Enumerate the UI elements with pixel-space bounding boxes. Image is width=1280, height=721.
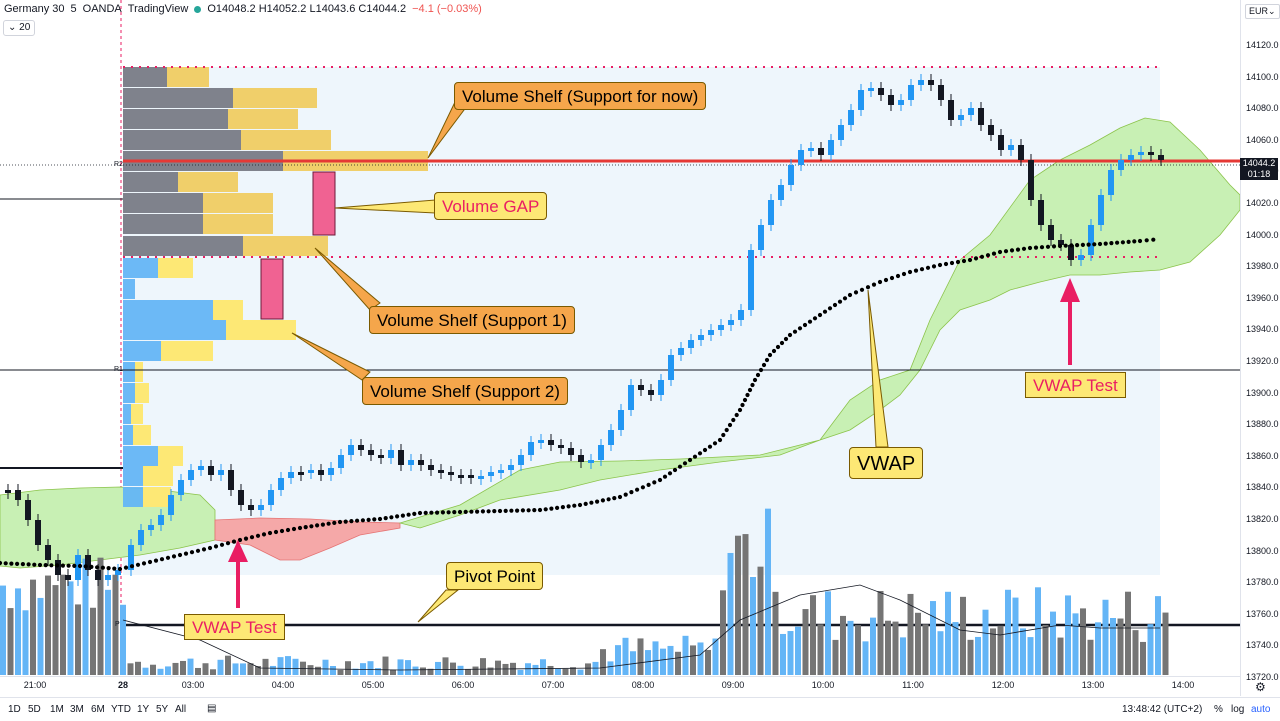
volume-profile xyxy=(123,67,428,507)
range-button-1m[interactable]: 1M xyxy=(50,704,64,715)
time-tick: 14:00 xyxy=(1171,680,1195,690)
broker-name: OANDA xyxy=(82,3,122,15)
time-tick: 11:00 xyxy=(902,680,924,690)
market-status-icon xyxy=(194,5,202,13)
price-tick: 13840.0 xyxy=(1246,482,1279,493)
chevron-down-icon: ⌄ xyxy=(8,22,20,33)
interval-label[interactable]: 5 xyxy=(70,3,77,15)
time-tick: 09:00 xyxy=(721,680,745,690)
arrow-vwap-test-left xyxy=(228,540,248,608)
callout-vwap-test-left: VWAP Test xyxy=(184,614,285,640)
arrow-vwap-test-right xyxy=(1060,278,1080,365)
currency-label: EUR xyxy=(1249,6,1269,16)
callout-volume-shelf-1: Volume Shelf (Support 1) xyxy=(369,306,575,334)
auto-toggle[interactable]: auto xyxy=(1251,704,1271,715)
bar-countdown: 01:18 xyxy=(1247,169,1271,179)
range-button-3m[interactable]: 3M xyxy=(70,704,84,715)
price-tick: 13780.0 xyxy=(1246,577,1279,588)
time-tick: 06:00 xyxy=(451,680,475,690)
pointer-pivot xyxy=(417,589,460,623)
log-toggle[interactable]: log xyxy=(1231,704,1245,715)
r2-label: R2 xyxy=(114,161,123,168)
price-tick: 13940.0 xyxy=(1246,324,1279,335)
time-tick: 07:00 xyxy=(541,680,565,690)
pointer-shelf-2 xyxy=(291,332,371,381)
time-tick: 28 xyxy=(117,680,129,690)
vwap-dots xyxy=(0,237,1156,572)
settings-gear-icon[interactable]: ⚙ xyxy=(1255,680,1266,694)
price-tick: 13720.0 xyxy=(1246,672,1279,682)
cloud-green-right xyxy=(398,117,1240,529)
time-tick: 05:00 xyxy=(361,680,385,690)
volume-gap-box-1 xyxy=(312,171,336,236)
range-button-1y[interactable]: 1Y xyxy=(137,704,150,715)
price-tick: 13920.0 xyxy=(1246,356,1279,366)
chart-canvas[interactable] xyxy=(0,0,1240,697)
volume-ma-line xyxy=(122,584,1160,671)
bottom-toolbar: 1D 5D 1M 3M 6M YTD 1Y 5Y All ▤ 13:48:42 (UTC+2) … xyxy=(0,697,1280,721)
last-price-label: 14044.2 01:18 xyxy=(1240,158,1278,180)
price-tick: 13740.0 xyxy=(1246,640,1279,651)
callout-pivot-point: Pivot Point xyxy=(446,562,544,590)
ohlc-values: O14048.2 H14052.2 L14043.6 C14044.2 xyxy=(207,3,407,15)
cloud-red xyxy=(214,517,401,561)
range-button-5y[interactable]: 5Y xyxy=(156,704,169,715)
price-tick: 14080.0 xyxy=(1246,103,1279,114)
range-button-5d[interactable]: 5D xyxy=(28,704,41,715)
price-tick: 13820.0 xyxy=(1246,514,1279,524)
price-tick: 13760.0 xyxy=(1246,608,1279,619)
range-button-all[interactable]: All xyxy=(175,704,187,715)
indicator-collapse-button[interactable]: ⌄ 20 xyxy=(3,20,36,36)
price-tick: 14020.0 xyxy=(1246,198,1279,208)
time-tick: 12:00 xyxy=(991,680,1015,690)
time-axis[interactable] xyxy=(0,676,1240,697)
price-tick: 13980.0 xyxy=(1246,261,1279,272)
callout-vwap: VWAP xyxy=(849,447,924,479)
time-tick: 04:00 xyxy=(271,680,295,690)
time-tick: 03:00 xyxy=(181,680,205,690)
indicator-count: 20 xyxy=(19,22,31,33)
candlesticks xyxy=(5,74,1164,586)
callout-volume-shelf-now: Volume Shelf (Support for now) xyxy=(454,82,707,110)
range-button-1d[interactable]: 1D xyxy=(8,704,21,715)
price-tick: 13880.0 xyxy=(1246,419,1279,430)
clock-display[interactable]: 13:48:42 (UTC+2) xyxy=(1122,704,1203,715)
price-tick: 13860.0 xyxy=(1246,450,1279,461)
range-button-6m[interactable]: 6M xyxy=(91,704,105,715)
time-tick: 08:00 xyxy=(631,680,655,690)
price-axis[interactable] xyxy=(1240,0,1280,696)
platform-name: TradingView xyxy=(127,3,189,15)
last-price-value: 14044.2 xyxy=(1242,158,1276,168)
pivot-label: P xyxy=(115,621,120,628)
symbol-name[interactable]: Germany 30 xyxy=(4,3,65,15)
time-tick: 10:00 xyxy=(811,680,835,690)
r1-label: R1 xyxy=(114,366,123,373)
percent-toggle[interactable]: % xyxy=(1214,704,1223,715)
currency-selector[interactable]: EUR⌄ xyxy=(1245,4,1280,19)
callout-vwap-test-right: VWAP Test xyxy=(1025,372,1126,398)
price-change: −4.1 (−0.03%) xyxy=(412,3,482,15)
volume-gap-box-2 xyxy=(260,258,284,320)
price-tick: 13900.0 xyxy=(1246,387,1279,398)
calendar-range-icon[interactable]: ▤ xyxy=(207,703,217,714)
chevron-down-icon: ⌄ xyxy=(1268,6,1276,16)
symbol-header: Germany 30 5 OANDA TradingView O14048.2 … xyxy=(4,3,482,15)
price-tick: 14100.0 xyxy=(1246,71,1279,82)
price-tick: 14120.0 xyxy=(1246,40,1279,50)
price-tick: 13800.0 xyxy=(1246,545,1279,556)
price-tick: 13960.0 xyxy=(1246,292,1279,303)
time-tick: 13:00 xyxy=(1081,680,1105,690)
callout-volume-gap: Volume GAP xyxy=(434,192,548,220)
price-tick: 14000.0 xyxy=(1246,229,1279,240)
range-button-ytd[interactable]: YTD xyxy=(111,704,131,715)
time-tick: 21:00 xyxy=(23,680,47,690)
price-tick: 14060.0 xyxy=(1246,134,1279,145)
callout-volume-shelf-2: Volume Shelf (Support 2) xyxy=(362,377,568,405)
